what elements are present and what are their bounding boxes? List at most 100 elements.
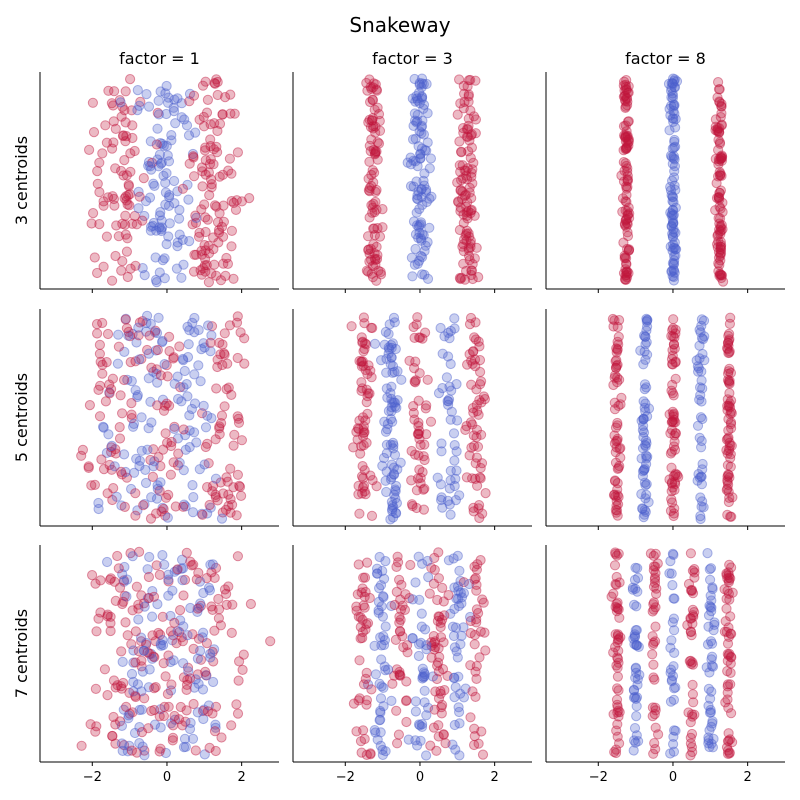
scatter-point <box>714 187 725 198</box>
scatter-point <box>714 170 726 181</box>
scatter-point <box>214 337 225 348</box>
scatter-point <box>640 354 651 365</box>
scatter-point <box>102 556 113 568</box>
scatter-point <box>180 430 191 441</box>
scatter-point <box>458 692 469 703</box>
scatter-point <box>98 196 109 207</box>
scatter-point <box>645 548 657 559</box>
scatter-point <box>476 458 488 469</box>
scatter-point <box>723 469 734 480</box>
scatter-point <box>717 197 728 208</box>
scatter-point <box>413 551 424 562</box>
scatter-point <box>670 113 681 125</box>
scatter-point <box>435 479 446 490</box>
scatter-point <box>432 660 443 671</box>
scatter-point <box>447 621 459 632</box>
scatter-point <box>621 221 632 232</box>
scatter-point <box>722 476 733 488</box>
scatter-point <box>361 619 372 630</box>
scatter-point <box>468 430 479 441</box>
scatter-point <box>95 607 106 618</box>
scatter-point <box>439 331 450 342</box>
scatter-point <box>713 154 725 165</box>
scatter-point <box>621 143 632 154</box>
scatter-point <box>461 170 472 181</box>
scatter-point <box>665 185 677 196</box>
scatter-point <box>612 652 623 663</box>
scatter-point <box>724 648 735 660</box>
scatter-point <box>131 219 142 230</box>
scatter-point <box>695 412 707 423</box>
scatter-point <box>687 679 698 690</box>
scatter-point <box>185 556 196 567</box>
scatter-point <box>650 561 661 572</box>
scatter-point <box>122 233 133 244</box>
scatter-point <box>216 221 228 232</box>
scatter-point <box>367 475 378 486</box>
scatter-point <box>416 78 428 89</box>
scatter-point <box>720 697 731 708</box>
scatter-point <box>465 628 476 639</box>
scatter-point <box>723 702 734 713</box>
scatter-point <box>413 395 424 406</box>
scatter-point <box>668 323 679 334</box>
scatter-point <box>189 249 200 260</box>
scatter-point <box>648 748 659 759</box>
scatter-point <box>374 231 386 242</box>
scatter-point <box>358 679 370 690</box>
scatter-point <box>158 710 169 722</box>
scatter-point <box>89 252 100 263</box>
scatter-point <box>713 126 725 137</box>
scatter-point <box>620 132 631 143</box>
scatter-point <box>145 513 157 524</box>
scatter-point <box>476 397 487 408</box>
scatter-point <box>417 229 428 240</box>
scatter-point <box>632 679 643 691</box>
scatter-point <box>464 135 475 146</box>
scatter-point <box>616 170 627 181</box>
scatter-point <box>647 711 658 722</box>
scatter-point <box>667 350 678 361</box>
scatter-point <box>128 676 139 688</box>
scatter-point <box>125 357 136 368</box>
scatter-point <box>370 148 381 159</box>
scatter-point <box>102 609 113 620</box>
scatter-point <box>418 79 429 90</box>
scatter-point <box>429 637 440 649</box>
scatter-point <box>613 657 624 668</box>
scatter-point <box>169 175 180 187</box>
scatter-point <box>419 168 430 179</box>
scatter-point <box>134 704 145 716</box>
scatter-point <box>194 576 206 587</box>
scatter-point <box>362 408 373 419</box>
scatter-point <box>116 683 127 694</box>
scatter-point <box>449 455 460 466</box>
scatter-point <box>205 134 216 145</box>
scatter-point <box>713 171 724 182</box>
scatter-point <box>159 359 170 370</box>
scatter-point <box>136 590 147 601</box>
scatter-point <box>455 206 466 217</box>
scatter-point <box>468 111 480 122</box>
scatter-point <box>669 683 680 694</box>
scatter-point <box>627 582 639 593</box>
scatter-point <box>620 102 631 114</box>
scatter-point <box>156 157 167 168</box>
scatter-point <box>725 628 736 639</box>
scatter-point <box>643 403 655 414</box>
scatter-point <box>715 213 726 224</box>
scatter-point <box>666 635 677 646</box>
scatter-point <box>184 442 195 453</box>
scatter-point <box>464 231 475 242</box>
scatter-point <box>611 571 622 583</box>
scatter-point <box>145 225 156 236</box>
scatter-point <box>439 610 450 621</box>
scatter-point <box>138 173 149 184</box>
scatter-point <box>200 245 211 256</box>
scatter-point <box>622 210 633 221</box>
scatter-point <box>463 113 474 124</box>
scatter-point <box>198 704 210 715</box>
scatter-point <box>186 403 197 415</box>
scatter-point <box>648 637 659 649</box>
scatter-point <box>394 574 405 585</box>
